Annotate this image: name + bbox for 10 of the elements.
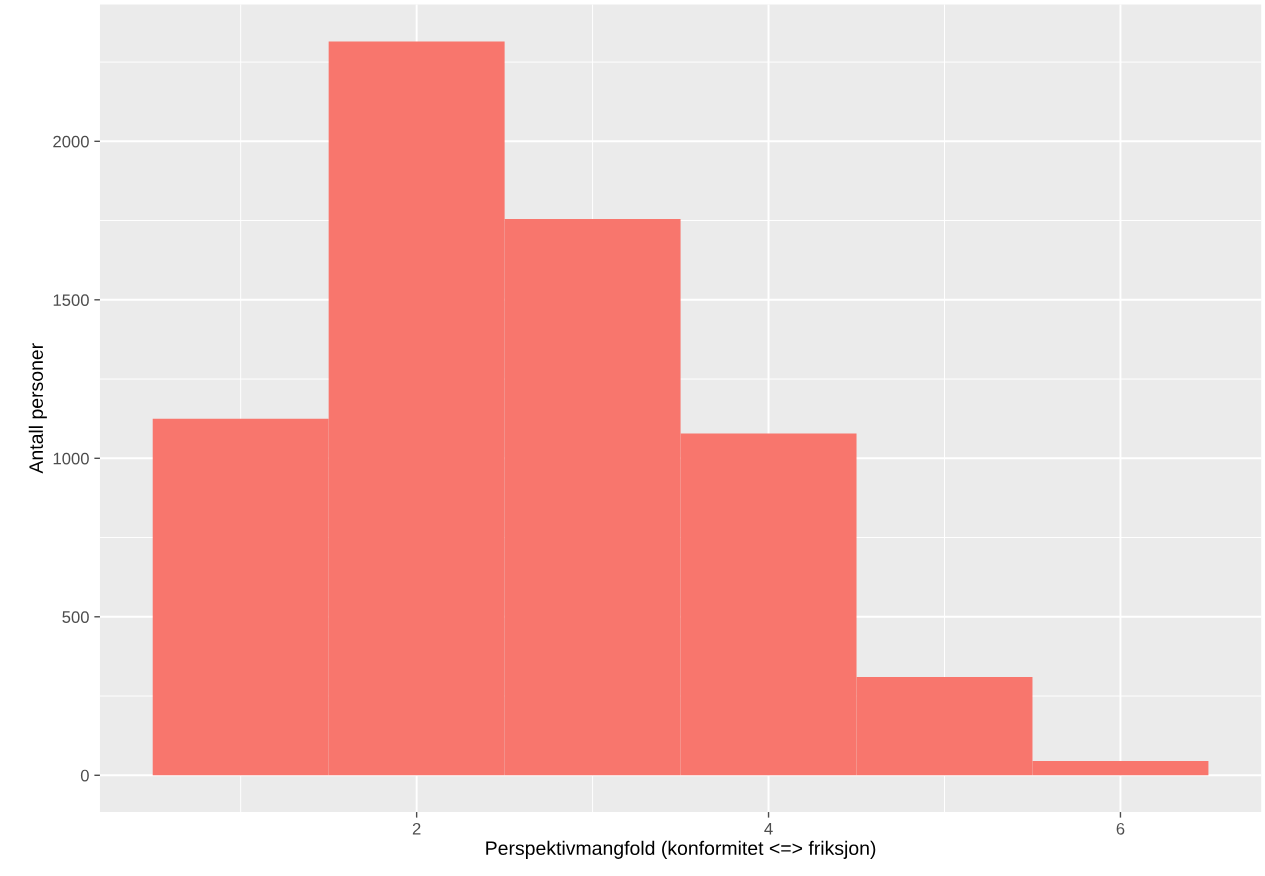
y-tick-label: 2000 xyxy=(53,135,89,148)
y-tick-label: 0 xyxy=(80,769,89,782)
y-tick-label: 500 xyxy=(62,611,89,623)
x-tick-label: 6 xyxy=(1116,822,1125,835)
y-tick-label: 1000 xyxy=(53,452,89,465)
x-tick-label: 2 xyxy=(412,822,421,835)
y-tick-label: 1500 xyxy=(53,294,89,307)
x-tick-label: 4 xyxy=(764,823,773,835)
y-axis-title: Antall personer xyxy=(28,343,47,474)
x-axis-title: Perspektivmangfold (konformitet <=> friksjon) xyxy=(486,840,876,859)
